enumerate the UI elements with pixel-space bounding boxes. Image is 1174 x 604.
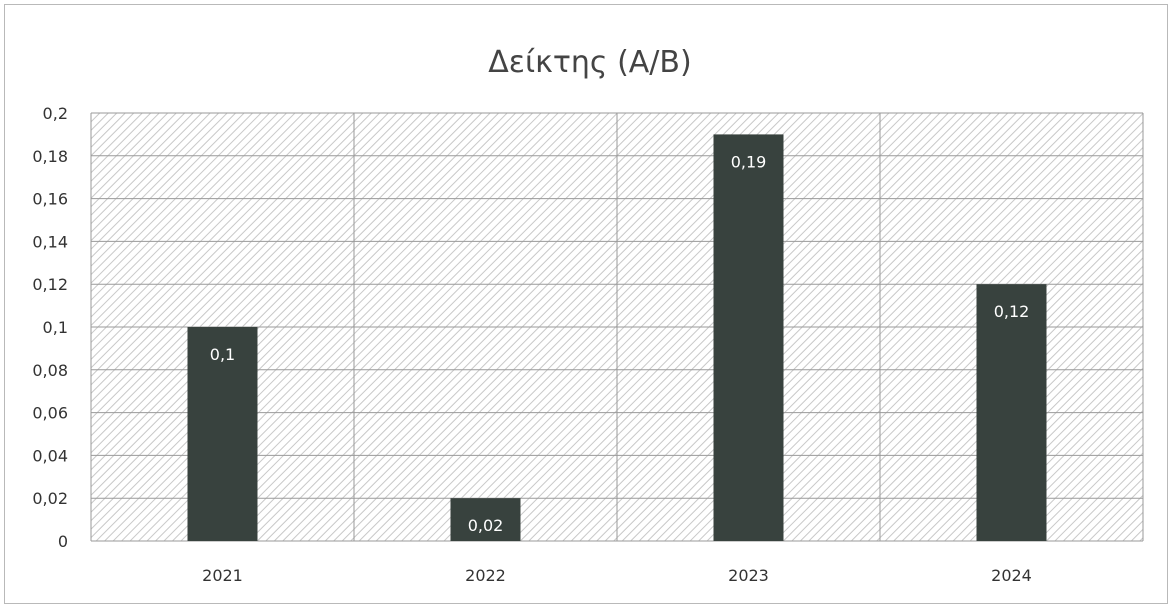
data-label: 0,1 <box>210 345 235 364</box>
bar <box>187 327 258 541</box>
x-tick-label: 2021 <box>202 566 243 585</box>
y-tick-label: 0,2 <box>43 104 68 123</box>
gridlines <box>90 112 1144 542</box>
y-tick-label: 0,06 <box>32 404 68 423</box>
y-tick-label: 0,18 <box>32 147 68 166</box>
data-label: 0,02 <box>468 516 504 535</box>
x-tick-label: 2024 <box>991 566 1032 585</box>
x-tick-label: 2022 <box>465 566 506 585</box>
y-tick-label: 0,12 <box>32 275 68 294</box>
bar <box>976 284 1047 541</box>
x-axis-ticks: 2021 2022 2023 2024 <box>202 566 1032 585</box>
y-tick-label: 0,04 <box>32 446 68 465</box>
y-tick-label: 0,16 <box>32 190 68 209</box>
y-tick-label: 0 <box>58 532 68 551</box>
y-tick-label: 0,1 <box>43 318 68 337</box>
chart-title: Δείκτης (Α/Β) <box>488 45 691 80</box>
y-tick-label: 0,14 <box>32 232 68 251</box>
y-axis-ticks: 0 0,02 0,04 0,06 0,08 0,1 0,12 0,14 0,16 0,18 0,2 <box>32 104 68 551</box>
data-label: 0,12 <box>994 302 1030 321</box>
bar <box>713 134 784 541</box>
data-label: 0,19 <box>731 152 767 171</box>
bars: 0,1 0,02 0,19 0,12 <box>187 134 1047 541</box>
bar <box>450 498 521 541</box>
x-tick-label: 2023 <box>728 566 769 585</box>
y-tick-label: 0,02 <box>32 489 68 508</box>
y-tick-label: 0,08 <box>32 361 68 380</box>
